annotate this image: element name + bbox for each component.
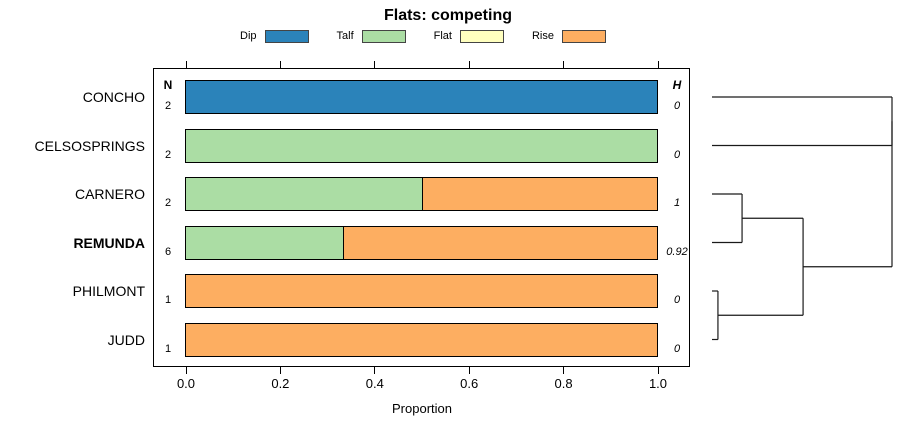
axis-tick-bottom xyxy=(374,367,376,374)
h-value: 0 xyxy=(673,148,681,161)
axis-tick-bottom xyxy=(657,367,659,374)
legend-swatch-rise xyxy=(562,29,606,43)
row-label: CONCHO xyxy=(82,89,145,105)
h-value: 0 xyxy=(673,294,681,306)
axis-tick-top xyxy=(279,61,281,68)
row-label: REMUNDA xyxy=(73,234,145,251)
stacked-bar xyxy=(185,177,658,211)
h-value: 0 xyxy=(673,100,681,112)
axis-tick-bottom xyxy=(185,367,187,374)
axis-tick-bottom xyxy=(468,367,470,374)
bar-segment-rise xyxy=(342,226,657,259)
bar-segment-dip xyxy=(186,81,657,113)
n-value: 2 xyxy=(164,148,172,161)
bar-segment-talf xyxy=(186,178,422,210)
h-value: 0.92 xyxy=(666,245,688,258)
stacked-bar xyxy=(185,274,658,308)
legend-swatch-flat xyxy=(459,29,504,43)
bar-segment-rise xyxy=(186,323,657,356)
legend-label: Rise xyxy=(531,29,554,42)
axis-tick-label: 0.0 xyxy=(176,376,196,391)
stacked-bar xyxy=(185,225,658,260)
stacked-bar xyxy=(185,322,658,357)
legend-item: Flat xyxy=(433,29,504,43)
bar-segment-rise xyxy=(421,178,657,210)
stacked-bar xyxy=(185,128,658,163)
legend: Dip Talf Flat Rise xyxy=(153,28,693,44)
n-value: 6 xyxy=(164,245,172,258)
row-label: JUDD xyxy=(107,331,145,348)
legend-label: Talf xyxy=(336,29,354,42)
legend-item: Talf xyxy=(336,29,406,43)
h-value: 0 xyxy=(673,342,681,355)
n-column-header: N xyxy=(163,78,173,92)
legend-label: Dip xyxy=(240,29,257,42)
plot-area xyxy=(153,68,690,367)
legend-label: Flat xyxy=(433,29,452,42)
stacked-bar xyxy=(185,80,658,114)
n-value: 1 xyxy=(164,294,172,306)
legend-item: Dip xyxy=(240,29,309,43)
legend-swatch-talf xyxy=(361,29,406,43)
axis-tick-bottom xyxy=(279,367,281,374)
axis-tick-top xyxy=(657,61,659,68)
n-value: 2 xyxy=(164,197,172,209)
x-axis-label: Proportion xyxy=(392,401,452,416)
n-value: 1 xyxy=(164,342,172,355)
row-label: CELSOSPRINGS xyxy=(34,137,145,154)
axis-tick-top xyxy=(374,61,376,68)
bar-segment-talf xyxy=(186,226,343,259)
axis-tick-label: 0.8 xyxy=(554,376,573,391)
legend-item: Rise xyxy=(531,29,606,43)
axis-tick-label: 1.0 xyxy=(648,376,668,391)
axis-tick-label: 0.2 xyxy=(271,376,290,391)
axis-tick-label: 0.4 xyxy=(365,376,384,391)
row-label: CARNERO xyxy=(74,186,145,202)
h-column-header: H xyxy=(672,78,682,92)
n-value: 2 xyxy=(164,100,172,112)
axis-tick-label: 0.6 xyxy=(460,376,479,391)
row-label: PHILMONT xyxy=(72,283,145,299)
h-value: 1 xyxy=(673,197,681,209)
bar-segment-rise xyxy=(186,275,657,307)
axis-tick-top xyxy=(185,61,187,68)
axis-tick-top xyxy=(468,61,470,68)
chart-title: Flats: competing xyxy=(383,7,512,24)
bar-segment-talf xyxy=(186,129,657,162)
axis-tick-bottom xyxy=(563,367,565,374)
dendrogram xyxy=(712,96,893,341)
axis-tick-top xyxy=(563,61,565,68)
legend-swatch-dip xyxy=(264,29,309,43)
